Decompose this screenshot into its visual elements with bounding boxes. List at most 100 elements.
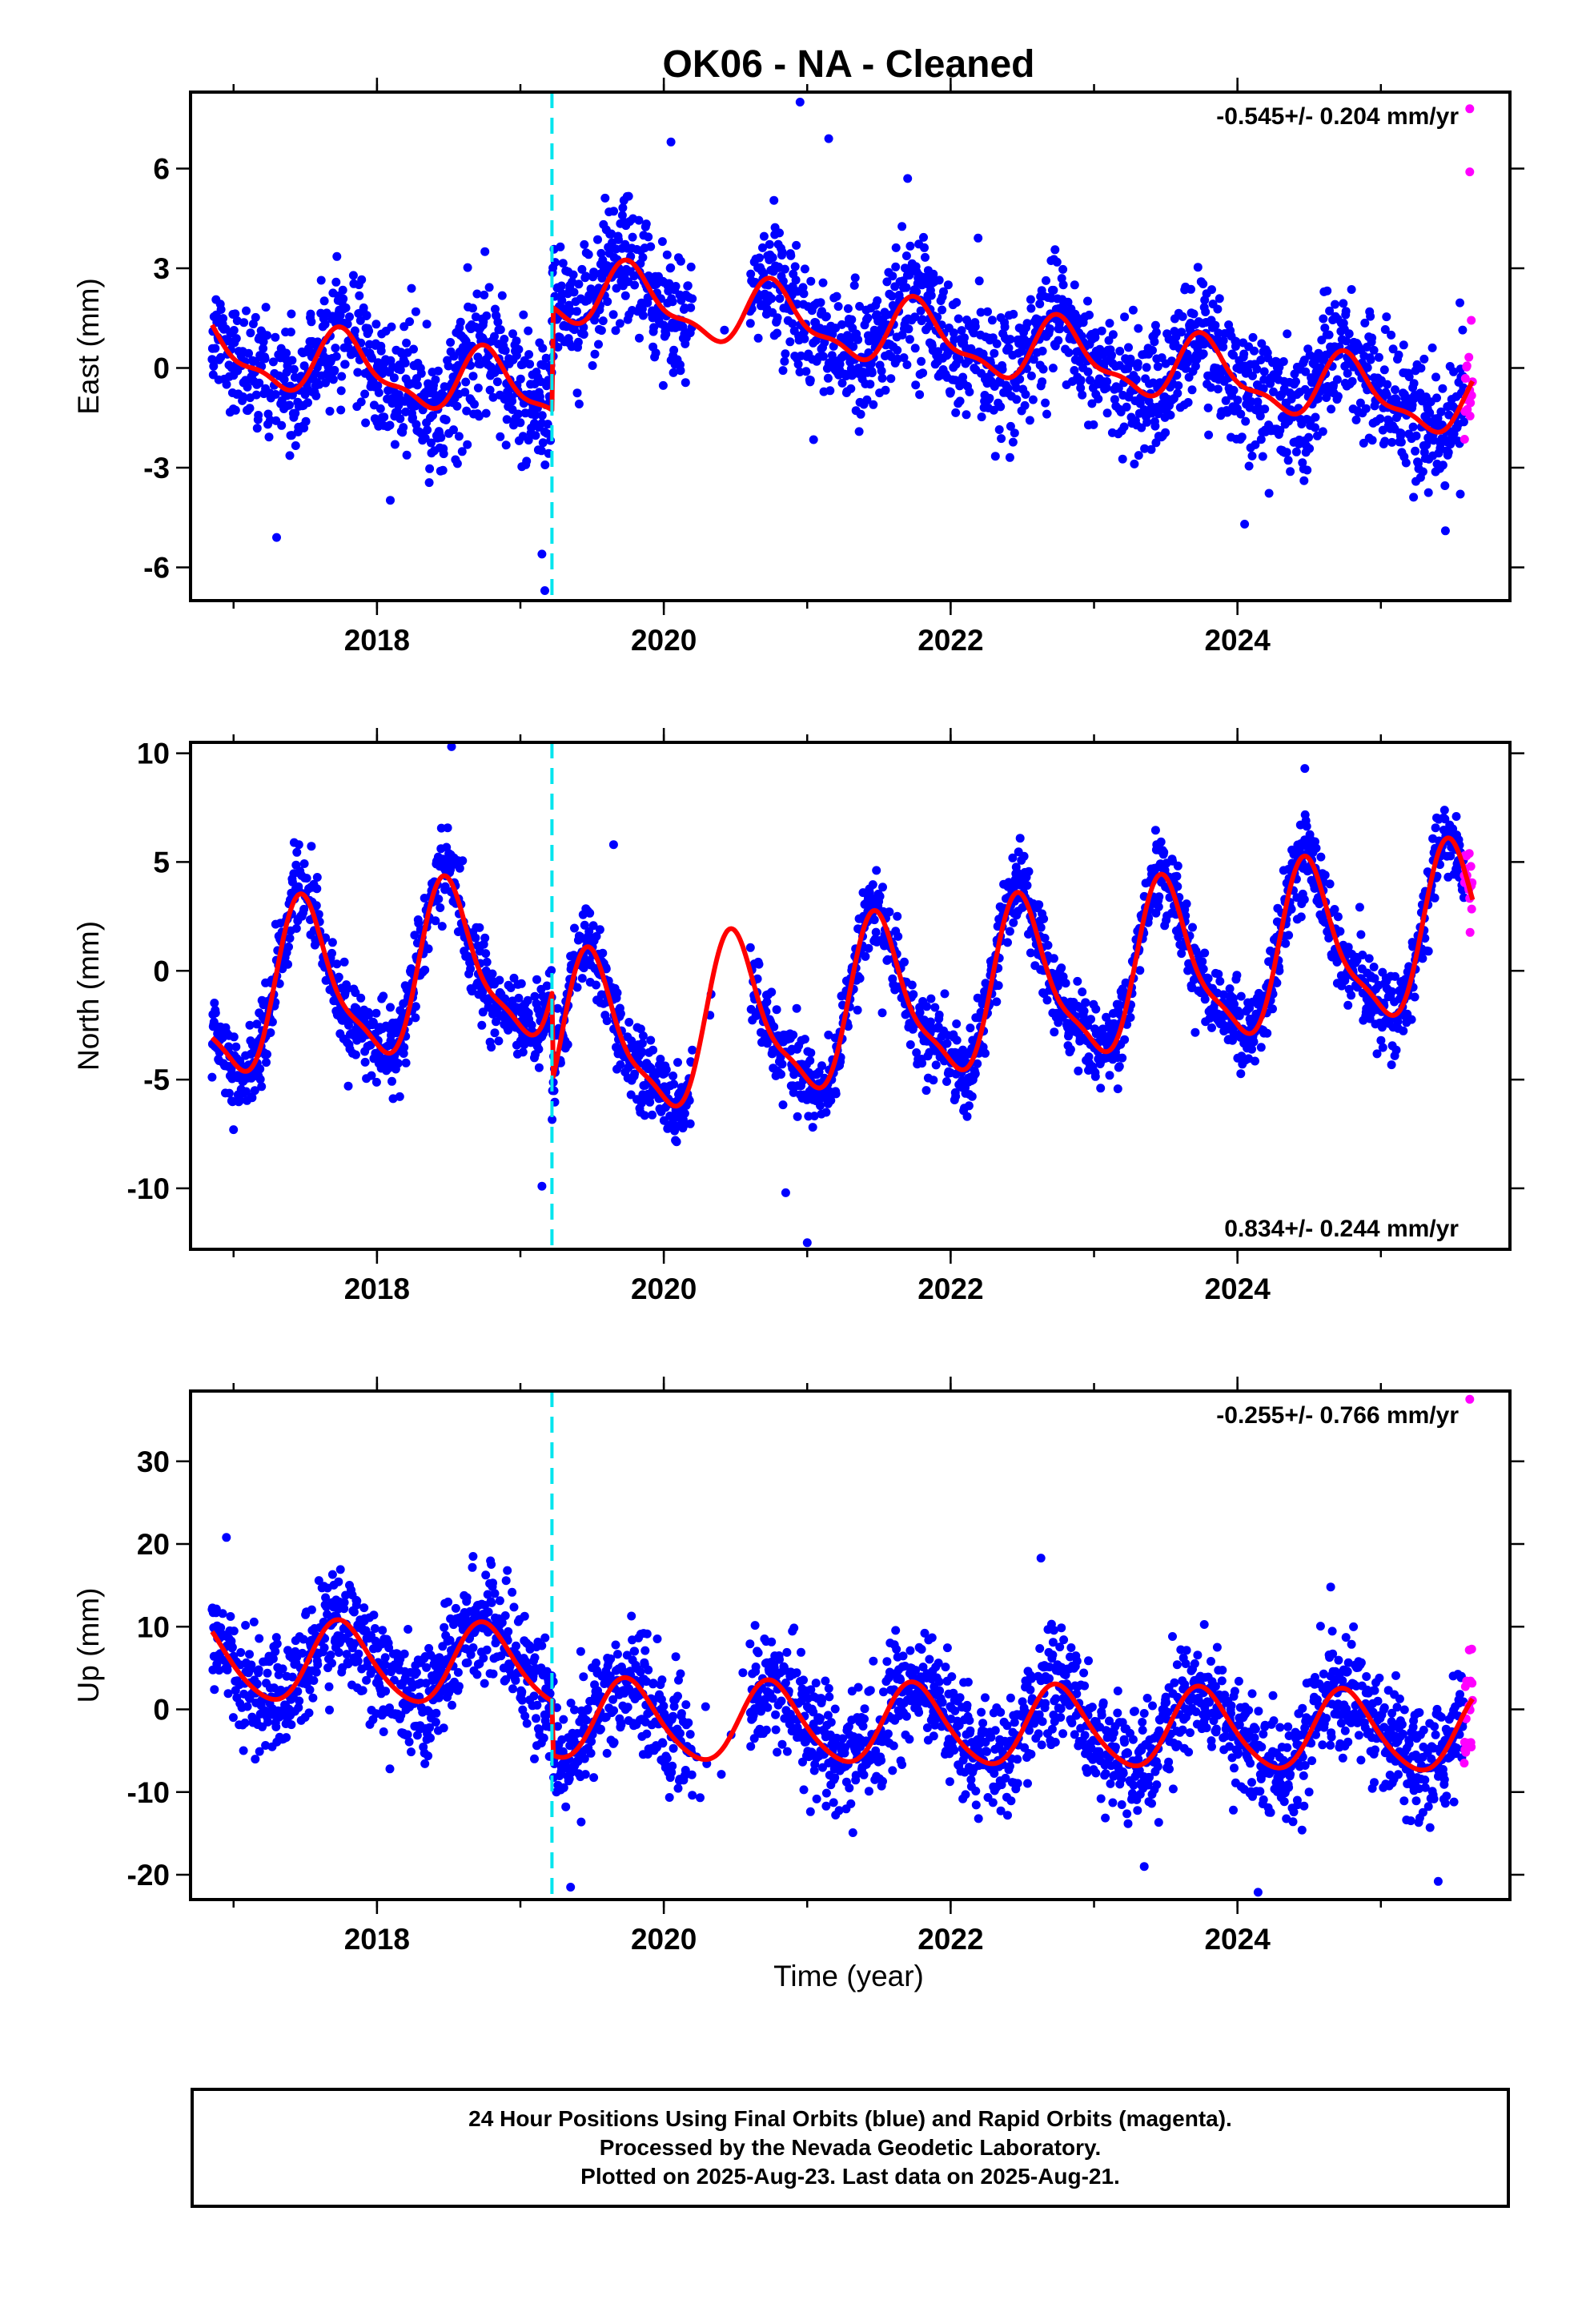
final-point [569,271,578,279]
final-point [1355,903,1364,911]
final-point [1397,438,1406,447]
final-point [669,1072,677,1080]
final-point [825,386,834,395]
final-point [332,959,341,968]
final-point [1084,368,1093,376]
final-point [658,237,667,246]
final-point [1363,364,1372,372]
final-point [1150,337,1158,346]
final-point [1118,1054,1126,1063]
final-point [906,1040,915,1049]
final-point [599,316,608,325]
final-point [686,304,695,312]
final-point [283,960,292,969]
final-point [285,400,294,409]
final-point [1409,423,1418,432]
final-point [917,357,926,366]
final-point [535,1063,544,1072]
north-y-axis-title: North (mm) [72,921,105,1071]
final-point [1199,349,1208,358]
final-point [217,305,226,314]
final-point [210,1685,219,1694]
final-point [1126,355,1135,364]
final-point [1323,287,1331,296]
final-point [1367,356,1375,364]
y-tick-label: 3 [153,252,170,285]
final-point [307,310,315,319]
final-point [1142,418,1151,427]
final-point [603,297,612,306]
final-point [932,1060,941,1069]
final-point [1237,992,1246,1001]
final-point [1089,420,1098,429]
final-point [773,329,781,338]
final-point [1407,1015,1416,1024]
final-point [1283,329,1291,338]
final-point [386,1003,395,1011]
final-point [965,388,974,396]
final-point [1134,359,1142,368]
final-point [1073,977,1082,986]
final-point [1438,384,1447,393]
final-point [1311,423,1319,432]
final-point [786,251,795,260]
final-point [765,240,774,249]
final-point [793,1112,802,1121]
final-point [1410,379,1419,388]
final-point [311,392,320,400]
final-point [1098,327,1106,336]
final-point [261,354,270,363]
final-point [232,334,241,343]
final-point [255,1064,264,1073]
final-point [572,307,581,316]
final-point [326,407,335,416]
final-point [624,1018,633,1027]
outlier-point [796,98,805,107]
final-point [519,311,528,320]
final-point [1042,276,1050,285]
final-point [1343,1001,1352,1010]
final-point [616,319,624,328]
final-point [767,294,776,303]
final-point [468,304,477,312]
final-point [295,840,303,849]
final-point [284,943,293,951]
final-point [773,1005,781,1014]
final-point [990,349,998,358]
final-point [342,304,351,312]
final-point [869,880,877,889]
final-point [954,315,963,324]
final-point [1039,915,1048,923]
final-point [356,994,365,1003]
final-point [1387,987,1396,996]
final-point [1347,991,1355,999]
final-point [943,1039,952,1048]
final-point [1191,1028,1199,1037]
final-point [575,400,584,408]
final-point [302,417,311,426]
final-point [379,991,387,1000]
final-point [345,312,354,321]
y-tick-label: 5 [153,846,170,879]
final-point [834,302,843,311]
final-point [1091,1072,1100,1081]
final-point [514,345,523,354]
final-point [1188,385,1197,394]
final-point [330,366,339,375]
final-point [996,402,1005,411]
final-point [477,1021,486,1030]
final-point [994,981,1003,990]
final-point [1085,311,1094,320]
final-point [1245,462,1254,471]
final-point [669,297,677,306]
final-point [779,366,788,375]
final-point [673,1058,682,1067]
final-point [320,296,329,305]
final-point [960,333,969,342]
final-point [638,253,647,262]
final-point [1345,329,1354,338]
final-point [904,324,913,333]
final-point [1077,376,1086,384]
final-point [1419,355,1428,364]
final-point [1370,963,1379,971]
